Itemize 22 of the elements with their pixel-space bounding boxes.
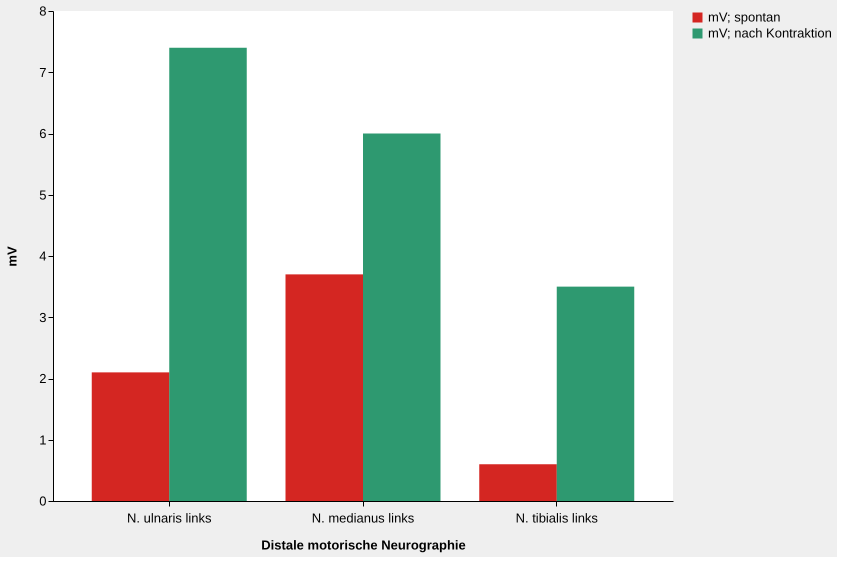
x-axis-title: Distale motorische Neurographie (261, 538, 466, 552)
legend-label: mV; nach Kontraktion (708, 26, 832, 40)
legend-label: mV; spontan (708, 10, 781, 24)
y-tick-label: 7 (39, 64, 46, 80)
bar (556, 286, 634, 501)
y-tick-label: 4 (39, 248, 46, 264)
x-tick-label: N. medianus links (312, 510, 415, 526)
y-tick-label: 8 (39, 4, 46, 18)
bar (286, 274, 363, 501)
y-tick-label: 1 (39, 432, 46, 448)
x-tick-label: N. tibialis links (516, 510, 598, 526)
y-axis-title: mV (4, 246, 20, 267)
y-tick-label: 3 (39, 310, 46, 325)
bar (479, 464, 557, 501)
bar (363, 134, 440, 501)
y-tick-label: 0 (39, 494, 46, 508)
x-tick-label: N. ulnaris links (126, 510, 212, 526)
y-tick-label: 6 (39, 126, 46, 141)
bar (169, 48, 247, 501)
bar (92, 372, 170, 501)
y-tick-label: 5 (39, 187, 46, 202)
y-tick-label: 2 (39, 371, 46, 386)
